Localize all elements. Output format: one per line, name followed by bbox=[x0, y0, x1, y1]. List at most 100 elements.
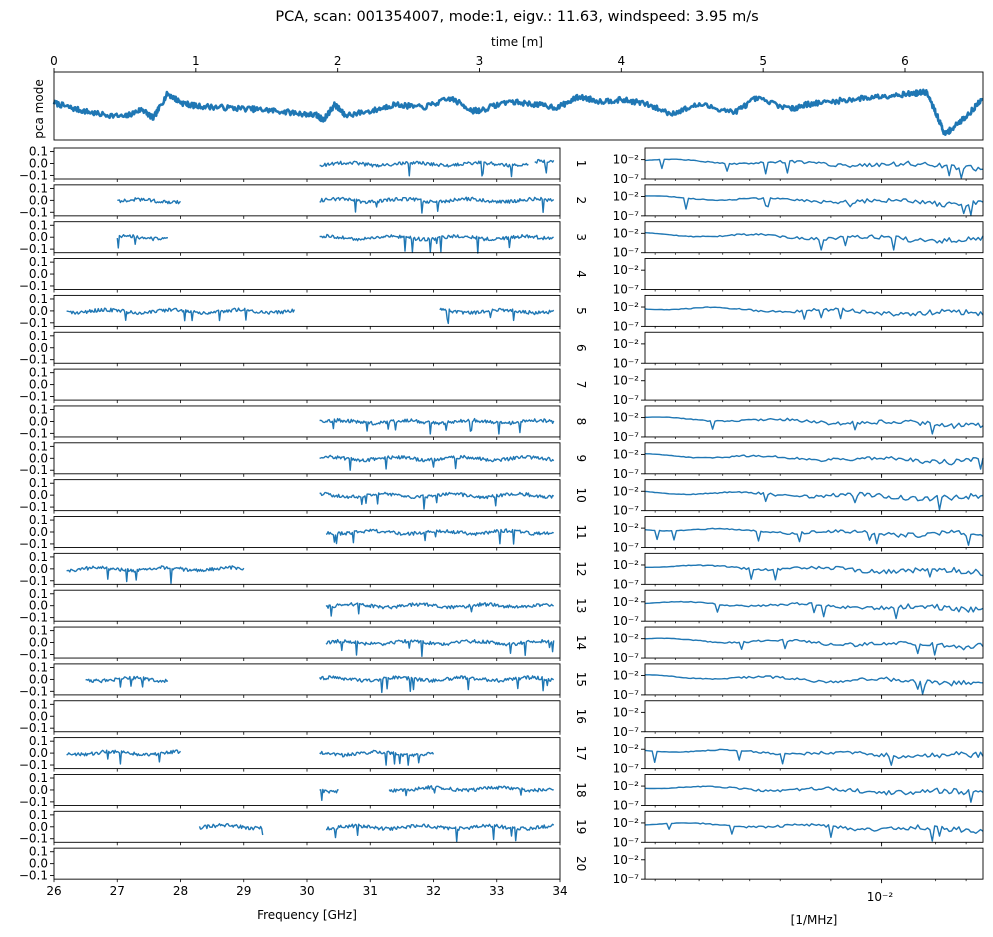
power-line-2 bbox=[645, 195, 984, 216]
panel-frame bbox=[53, 516, 561, 548]
mode-panel-18: 0.10.0−0.1 18 bbox=[19, 771, 588, 809]
power-ytick-label: 10⁻⁷ bbox=[613, 541, 640, 555]
mode-panel-14: 0.10.0−0.1 14 bbox=[19, 624, 588, 662]
frequency-tick-label: 26 bbox=[46, 884, 61, 898]
power-frame bbox=[644, 589, 984, 622]
panel-label: 6 bbox=[574, 344, 588, 352]
panel-frame bbox=[53, 552, 561, 585]
mode-line-13-0 bbox=[325, 602, 554, 617]
ytick-label: −0.1 bbox=[19, 279, 48, 293]
power-ytick-label: 10⁻⁷ bbox=[613, 356, 640, 370]
panel-frame bbox=[53, 442, 561, 475]
panel-frame bbox=[53, 847, 561, 880]
panel-label: 19 bbox=[574, 819, 588, 834]
ytick-label: 0.1 bbox=[29, 476, 48, 490]
timeseries-xtick-label: 2 bbox=[334, 54, 342, 68]
power-ytick-label: 10⁻² bbox=[613, 411, 640, 425]
power-ytick-label: 10⁻² bbox=[613, 447, 640, 461]
panel-label: 2 bbox=[574, 197, 588, 205]
frequency-tick-label: 33 bbox=[489, 884, 504, 898]
ytick-label: 0.1 bbox=[29, 329, 48, 343]
ytick-label: 0.0 bbox=[29, 599, 48, 613]
panel-label: 7 bbox=[574, 381, 588, 389]
ytick-label: 0.0 bbox=[29, 157, 48, 171]
power-panel-16: 10⁻² 10⁻⁷ bbox=[613, 700, 984, 739]
power-panel-11: 10⁻² 10⁻⁷ bbox=[613, 516, 984, 555]
ytick-label: 0.0 bbox=[29, 267, 48, 281]
power-ytick-label: 10⁻⁷ bbox=[613, 762, 640, 776]
mode-panel-8: 0.10.0−0.1 8 bbox=[19, 403, 588, 441]
pca-mode-line bbox=[52, 88, 984, 136]
ytick-label: −0.1 bbox=[19, 316, 48, 330]
power-ytick-label: 10⁻⁷ bbox=[613, 283, 640, 297]
ytick-label: 0.0 bbox=[29, 857, 48, 871]
mode-line-14-0 bbox=[325, 638, 555, 657]
ytick-label: 0.0 bbox=[29, 636, 48, 650]
power-line-14 bbox=[644, 637, 984, 656]
panel-label: 13 bbox=[574, 598, 588, 613]
ytick-label: 0.1 bbox=[29, 845, 48, 859]
power-frame bbox=[644, 479, 984, 512]
ytick-label: 0.0 bbox=[29, 672, 48, 686]
ytick-label: 0.0 bbox=[29, 746, 48, 760]
frequency-axis: 26 27 28 29 30 31 32 33 34 bbox=[46, 884, 567, 898]
mode-line-3-1 bbox=[319, 233, 554, 254]
mode-line-17-1 bbox=[319, 749, 435, 766]
panel-frame bbox=[53, 405, 561, 438]
frequency-tick-label: 29 bbox=[236, 884, 251, 898]
mode-panel-20: 0.10.0−0.1 20 bbox=[19, 845, 588, 883]
power-frame bbox=[644, 774, 984, 806]
timeseries-panel: time [m] pca mode 0 1 2 3 4 5 6 bbox=[32, 35, 984, 141]
ytick-label: 0.0 bbox=[29, 525, 48, 539]
power-ytick-label: 10⁻⁷ bbox=[613, 577, 640, 591]
timeseries-xtick-label: 4 bbox=[618, 54, 626, 68]
power-ytick-label: 10⁻² bbox=[613, 705, 640, 719]
power-frame bbox=[644, 737, 984, 770]
ytick-label: −0.1 bbox=[19, 832, 48, 846]
power-frame bbox=[644, 810, 984, 843]
power-panel-6: 10⁻² 10⁻⁷ bbox=[613, 331, 984, 370]
timeseries-xtick-label: 1 bbox=[192, 54, 200, 68]
power-ytick-label: 10⁻⁷ bbox=[613, 725, 640, 739]
frequency-xlabel: Frequency [GHz] bbox=[257, 908, 357, 922]
power-ytick-label: 10⁻⁷ bbox=[613, 504, 640, 518]
ytick-label: −0.1 bbox=[19, 795, 48, 809]
mode-line-18-1 bbox=[388, 785, 554, 797]
mode-line-12-0 bbox=[66, 565, 245, 584]
power-ytick-label: 10⁻⁷ bbox=[613, 467, 640, 481]
ytick-label: 0.1 bbox=[29, 808, 48, 822]
mode-panel-7: 0.10.0−0.1 7 bbox=[19, 366, 588, 404]
mode-line-8-0 bbox=[319, 417, 555, 435]
panel-frame bbox=[53, 147, 561, 180]
figure-title: PCA, scan: 001354007, mode:1, eigv.: 11.… bbox=[275, 9, 758, 25]
power-frame bbox=[644, 552, 984, 585]
ytick-label: 0.0 bbox=[29, 341, 48, 355]
ytick-label: −0.1 bbox=[19, 500, 48, 514]
power-panel-12: 10⁻² 10⁻⁷ bbox=[613, 552, 984, 591]
power-panel-20: 10⁻² 10⁻⁷ bbox=[613, 847, 984, 886]
power-ytick-label: 10⁻⁷ bbox=[613, 319, 640, 333]
power-spectra-stack: 10⁻² 10⁻⁷ 10⁻² 10⁻⁷ 10⁻² 10⁻⁷ 10⁻² 10⁻⁷ 10⁻² 10⁻⁷… bbox=[613, 147, 984, 886]
ytick-label: −0.1 bbox=[19, 205, 48, 219]
ytick-label: −0.1 bbox=[19, 869, 48, 883]
panel-label: 5 bbox=[574, 307, 588, 315]
power-line-8 bbox=[645, 416, 984, 435]
ytick-label: 0.0 bbox=[29, 783, 48, 797]
mode-line-11-0 bbox=[325, 528, 554, 545]
panel-frame bbox=[53, 221, 561, 254]
power-ytick-label: 10⁻² bbox=[613, 595, 640, 609]
ytick-label: −0.1 bbox=[19, 426, 48, 440]
power-line-10 bbox=[644, 490, 984, 511]
power-panel-7: 10⁻² 10⁻⁷ bbox=[613, 368, 984, 407]
mode-line-19-0 bbox=[198, 823, 264, 836]
ytick-label: 0.1 bbox=[29, 366, 48, 380]
power-frame bbox=[644, 700, 984, 733]
ytick-label: 0.0 bbox=[29, 304, 48, 318]
mode-line-5-0 bbox=[66, 307, 296, 322]
power-line-15 bbox=[645, 674, 984, 695]
power-ytick-label: 10⁻⁷ bbox=[613, 430, 640, 444]
power-ytick-label: 10⁻² bbox=[613, 669, 640, 683]
power-panel-14: 10⁻² 10⁻⁷ bbox=[613, 626, 984, 665]
panel-label: 20 bbox=[574, 856, 588, 871]
